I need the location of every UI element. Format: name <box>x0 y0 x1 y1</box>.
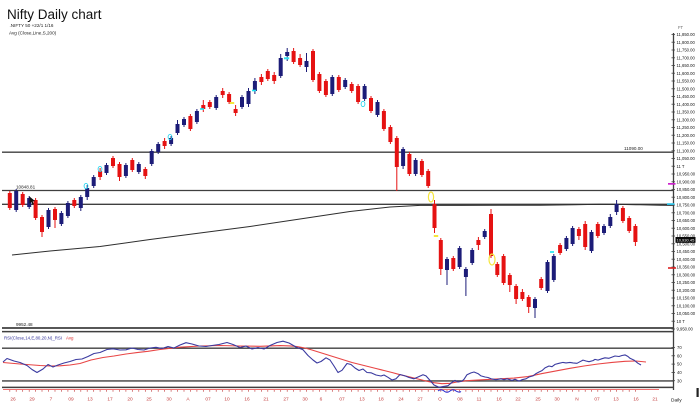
svg-text:11,250.00: 11,250.00 <box>677 125 696 130</box>
svg-text:07: 07 <box>339 397 345 403</box>
svg-text:10,200.00: 10,200.00 <box>677 288 696 293</box>
svg-text:20: 20 <box>127 397 133 403</box>
svg-text:30: 30 <box>166 397 172 403</box>
svg-text:07: 07 <box>205 397 211 403</box>
svg-text:A: A <box>186 397 190 403</box>
svg-text:10,700.00: 10,700.00 <box>677 210 696 215</box>
svg-text:10,800.00: 10,800.00 <box>677 195 696 200</box>
svg-text:9952.48: 9952.48 <box>16 322 33 327</box>
svg-text:11,400.00: 11,400.00 <box>677 102 696 107</box>
svg-text:21: 21 <box>263 397 269 403</box>
svg-text:30: 30 <box>302 397 308 403</box>
svg-text:11090.00: 11090.00 <box>624 146 643 151</box>
svg-text:10,350.00: 10,350.00 <box>677 265 696 270</box>
svg-text:RSI(Close,14,E,80,20,N)_RSI: RSI(Close,14,E,80,20,N)_RSI <box>4 336 62 341</box>
svg-text:11,800.00: 11,800.00 <box>677 40 696 45</box>
svg-text:10: 10 <box>224 397 230 403</box>
svg-text:13: 13 <box>87 397 93 403</box>
svg-text:60: 60 <box>677 353 682 358</box>
svg-text:10,900.00: 10,900.00 <box>677 179 696 184</box>
svg-text:11,100.00: 11,100.00 <box>677 148 696 153</box>
svg-text:11,700.00: 11,700.00 <box>677 55 696 60</box>
svg-text:10,930.45: 10,930.45 <box>677 238 696 243</box>
svg-text:70: 70 <box>677 345 682 350</box>
svg-text:08: 08 <box>457 397 463 403</box>
svg-text:09: 09 <box>68 397 74 403</box>
svg-text:10,650.00: 10,650.00 <box>677 218 696 223</box>
svg-text:10,750.00: 10,750.00 <box>677 203 696 208</box>
svg-text:13: 13 <box>359 397 365 403</box>
svg-text:Nifty Daily chart: Nifty Daily chart <box>7 7 102 22</box>
svg-text:10,600.00: 10,600.00 <box>677 226 696 231</box>
svg-text:21: 21 <box>652 397 658 403</box>
svg-text:10848.81: 10848.81 <box>16 185 36 190</box>
svg-text:Avg (Close,Line,S,200): Avg (Close,Line,S,200) <box>9 31 57 36</box>
svg-text:11,650.00: 11,650.00 <box>677 63 696 68</box>
svg-text:30: 30 <box>677 378 682 383</box>
svg-text:16: 16 <box>633 397 639 403</box>
svg-text:10,300.00: 10,300.00 <box>677 272 696 277</box>
svg-text:11,450.00: 11,450.00 <box>677 94 696 99</box>
svg-text:10,100.00: 10,100.00 <box>677 303 696 308</box>
svg-text:16: 16 <box>496 397 502 403</box>
svg-text:11,350.00: 11,350.00 <box>677 110 696 115</box>
svg-text:N: N <box>575 397 579 403</box>
svg-text:50: 50 <box>677 362 682 367</box>
svg-text:24: 24 <box>398 397 404 403</box>
svg-text:11,500.00: 11,500.00 <box>677 86 696 91</box>
svg-text:13: 13 <box>613 397 619 403</box>
svg-text:10,400.00: 10,400.00 <box>677 257 696 262</box>
svg-text:10,250.00: 10,250.00 <box>677 280 696 285</box>
svg-text:27: 27 <box>283 397 289 403</box>
svg-text:40: 40 <box>677 370 682 375</box>
svg-text:11,750.00: 11,750.00 <box>677 48 696 53</box>
svg-text:10,950.00: 10,950.00 <box>677 172 696 177</box>
svg-text:11,850.00: 11,850.00 <box>677 32 696 37</box>
svg-text:11,150.00: 11,150.00 <box>677 141 696 146</box>
svg-text:26: 26 <box>10 397 16 403</box>
svg-text:10,850.00: 10,850.00 <box>677 187 696 192</box>
svg-text:30: 30 <box>554 397 560 403</box>
svg-text:11: 11 <box>477 397 482 403</box>
svg-text:Avg: Avg <box>66 336 74 341</box>
svg-text:11,200.00: 11,200.00 <box>677 133 696 138</box>
svg-text:25: 25 <box>146 397 152 403</box>
svg-text:10,050.00: 10,050.00 <box>677 311 696 316</box>
svg-text:10,500.00: 10,500.00 <box>677 241 696 246</box>
svg-text:11,550.00: 11,550.00 <box>677 79 696 84</box>
svg-text:O: O <box>438 397 442 403</box>
svg-text:07: 07 <box>594 397 600 403</box>
svg-text:FT: FT <box>678 25 684 30</box>
svg-text:9,950.00: 9,950.00 <box>677 327 694 332</box>
svg-text:Daily: Daily <box>671 398 682 404</box>
svg-text:6: 6 <box>320 397 323 403</box>
svg-text:18: 18 <box>378 397 384 403</box>
svg-text:10 T: 10 T <box>677 319 686 324</box>
svg-text:29: 29 <box>29 397 35 403</box>
svg-text:27: 27 <box>417 397 423 403</box>
svg-text:10,150.00: 10,150.00 <box>677 296 696 301</box>
svg-text:11,050.00: 11,050.00 <box>677 156 696 161</box>
svg-text:17: 17 <box>107 397 113 403</box>
svg-text:11 T: 11 T <box>677 164 685 169</box>
svg-text:11,300.00: 11,300.00 <box>677 117 696 122</box>
svg-text:.NIFTY 50 +22/1 1/16: .NIFTY 50 +22/1 1/16 <box>10 23 54 28</box>
svg-text:7: 7 <box>50 397 53 403</box>
svg-text:11,600.00: 11,600.00 <box>677 71 696 76</box>
svg-text:16: 16 <box>244 397 250 403</box>
svg-text:22: 22 <box>515 397 521 403</box>
svg-text:25: 25 <box>535 397 541 403</box>
svg-text:10,450.00: 10,450.00 <box>677 249 696 254</box>
svg-text:10,550.00: 10,550.00 <box>677 234 696 239</box>
